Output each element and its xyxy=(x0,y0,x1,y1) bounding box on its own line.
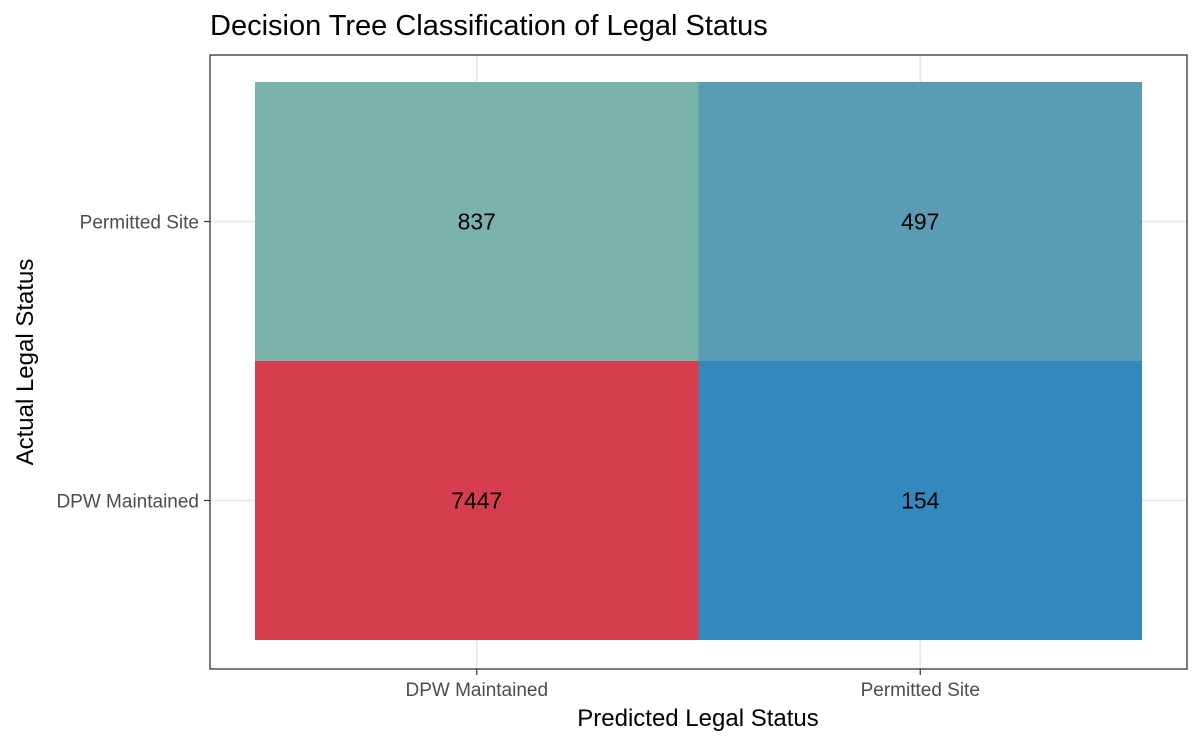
cell-value-label: 837 xyxy=(458,209,496,235)
x-axis: DPW Maintained Permitted Site xyxy=(405,669,980,701)
chart-title: Decision Tree Classification of Legal St… xyxy=(210,10,768,42)
x-tick-label: Permitted Site xyxy=(861,680,980,701)
y-axis: DPW Maintained Permitted Site xyxy=(56,213,210,513)
x-axis-title: Predicted Legal Status xyxy=(577,705,819,732)
heatmap-tile xyxy=(698,82,1142,361)
cell-value-labels: 7447 154 837 497 xyxy=(451,209,939,514)
heatmap-tile xyxy=(698,361,1142,640)
x-tick-label: DPW Maintained xyxy=(405,680,548,701)
y-tick-label: Permitted Site xyxy=(80,213,199,234)
heatmap-tile xyxy=(255,361,699,640)
cell-value-label: 154 xyxy=(901,488,940,514)
heatmap-tile xyxy=(255,82,699,361)
y-axis-title: Actual Legal Status xyxy=(12,259,39,466)
y-tick-label: DPW Maintained xyxy=(56,492,199,513)
plot-panel-border xyxy=(209,54,1188,670)
cell-value-label: 497 xyxy=(901,209,939,235)
heatmap-tiles xyxy=(255,82,1142,640)
cell-value-label: 7447 xyxy=(451,488,502,514)
